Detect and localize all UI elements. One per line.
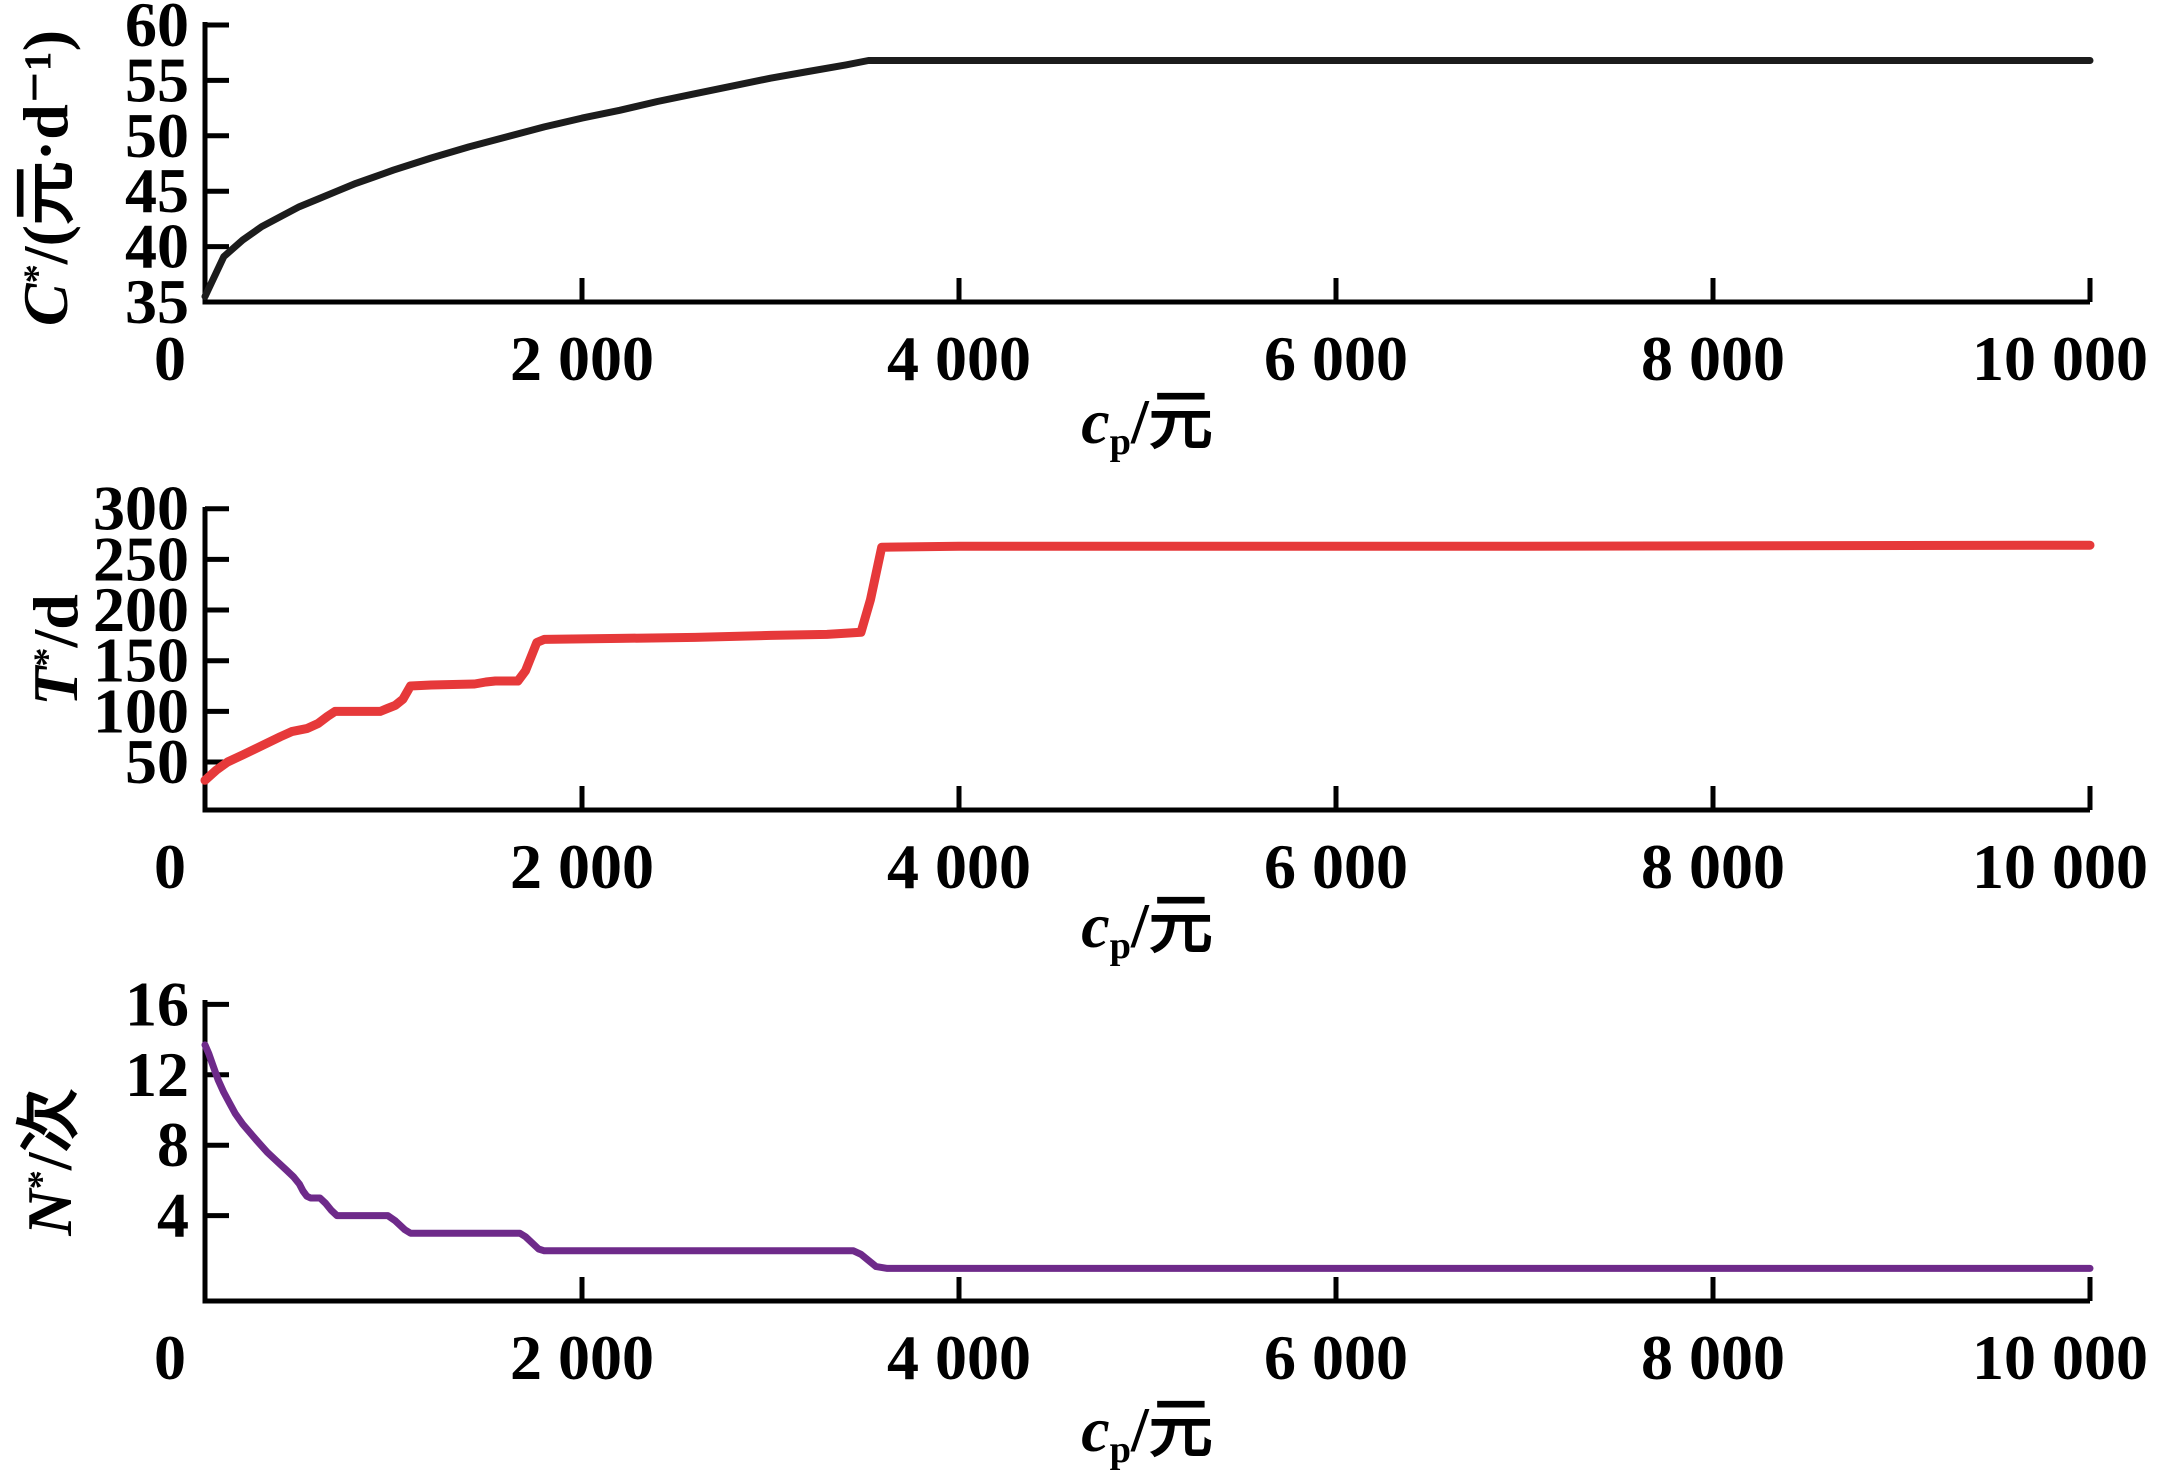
cost-rate-curve [201,57,2094,300]
x-axis-title-replacement-cycle: cp/元 [1081,894,1213,965]
x-tick-label: 10 000 [1972,831,2148,902]
y-tick-label: 200 [93,574,189,645]
y-tick-label: 16 [125,968,189,1039]
y-tick-label: 250 [93,523,189,594]
x-tick-label: 4 000 [887,831,1031,902]
x-tick-label: 8 000 [1641,831,1785,902]
xlabel-subscript: p [1109,420,1131,463]
ylabel-superscript: * [20,1170,63,1190]
xlabel-variable: c [1081,890,1110,961]
ylabel-units: /次 [14,1088,85,1171]
y-tick-label: 4 [157,1180,189,1251]
ylabel-variable: C [10,283,81,327]
x-tick-label: 0 [154,831,186,902]
y-axis-title-cost-rate: C*/(元·d⁻¹) [10,30,81,326]
ylabel-superscript: * [26,647,69,667]
y-tick-label: 100 [93,675,189,746]
x-tick-label: 8 000 [1641,1322,1785,1393]
y-tick-label: 40 [125,211,189,282]
y-tick-label: 45 [125,155,189,226]
x-tick-label: 10 000 [1972,323,2148,394]
x-tick-label: 6 000 [1264,1322,1408,1393]
x-tick-label: 8 000 [1641,323,1785,394]
y-tick-label: 8 [157,1109,189,1180]
ylabel-units: /(元·d⁻¹) [10,29,81,265]
xlabel-variable: c [1081,1394,1110,1465]
x-tick-label: 0 [154,1322,186,1393]
y-tick-label: 55 [125,44,189,115]
y-tick-label: 300 [93,473,189,544]
y-tick-label: 50 [125,726,189,797]
x-tick-label: 4 000 [887,1322,1031,1393]
ylabel-variable: T [20,666,91,706]
y-tick-label: 50 [125,100,189,171]
pm-count-curve [201,1041,2094,1272]
xlabel-variable: c [1081,386,1110,457]
x-tick-label: 0 [154,323,186,394]
x-tick-label: 2 000 [510,1322,654,1393]
x-tick-label: 6 000 [1264,323,1408,394]
x-tick-label: 10 000 [1972,1322,2148,1393]
y-axis-title-replacement-cycle: T*/d [20,594,91,706]
y-tick-label: 35 [125,266,189,337]
ylabel-superscript: * [16,264,59,284]
x-axis-title-pm-count: cp/元 [1081,1398,1213,1469]
axis-spine [202,507,2090,813]
y-tick-label: 150 [93,625,189,696]
xlabel-units: /元 [1130,386,1213,457]
x-tick-label: 2 000 [510,831,654,902]
xlabel-units: /元 [1130,1394,1213,1465]
x-tick-label: 4 000 [887,323,1031,394]
xlabel-units: /元 [1130,890,1213,961]
axis-spine [202,1000,2090,1304]
y-axis-title-pm-count: N*/次 [14,1088,85,1235]
ylabel-variable: N [14,1189,85,1236]
y-tick-label: 12 [125,1039,189,1110]
y-tick-label: 60 [125,0,189,60]
x-tick-label: 2 000 [510,323,654,394]
x-axis-title-cost-rate: cp/元 [1081,390,1213,461]
ylabel-units: /d [20,594,91,648]
replacement-cycle-curve [200,540,2095,785]
xlabel-subscript: p [1109,1428,1131,1471]
x-tick-label: 6 000 [1264,831,1408,902]
xlabel-subscript: p [1109,924,1131,967]
